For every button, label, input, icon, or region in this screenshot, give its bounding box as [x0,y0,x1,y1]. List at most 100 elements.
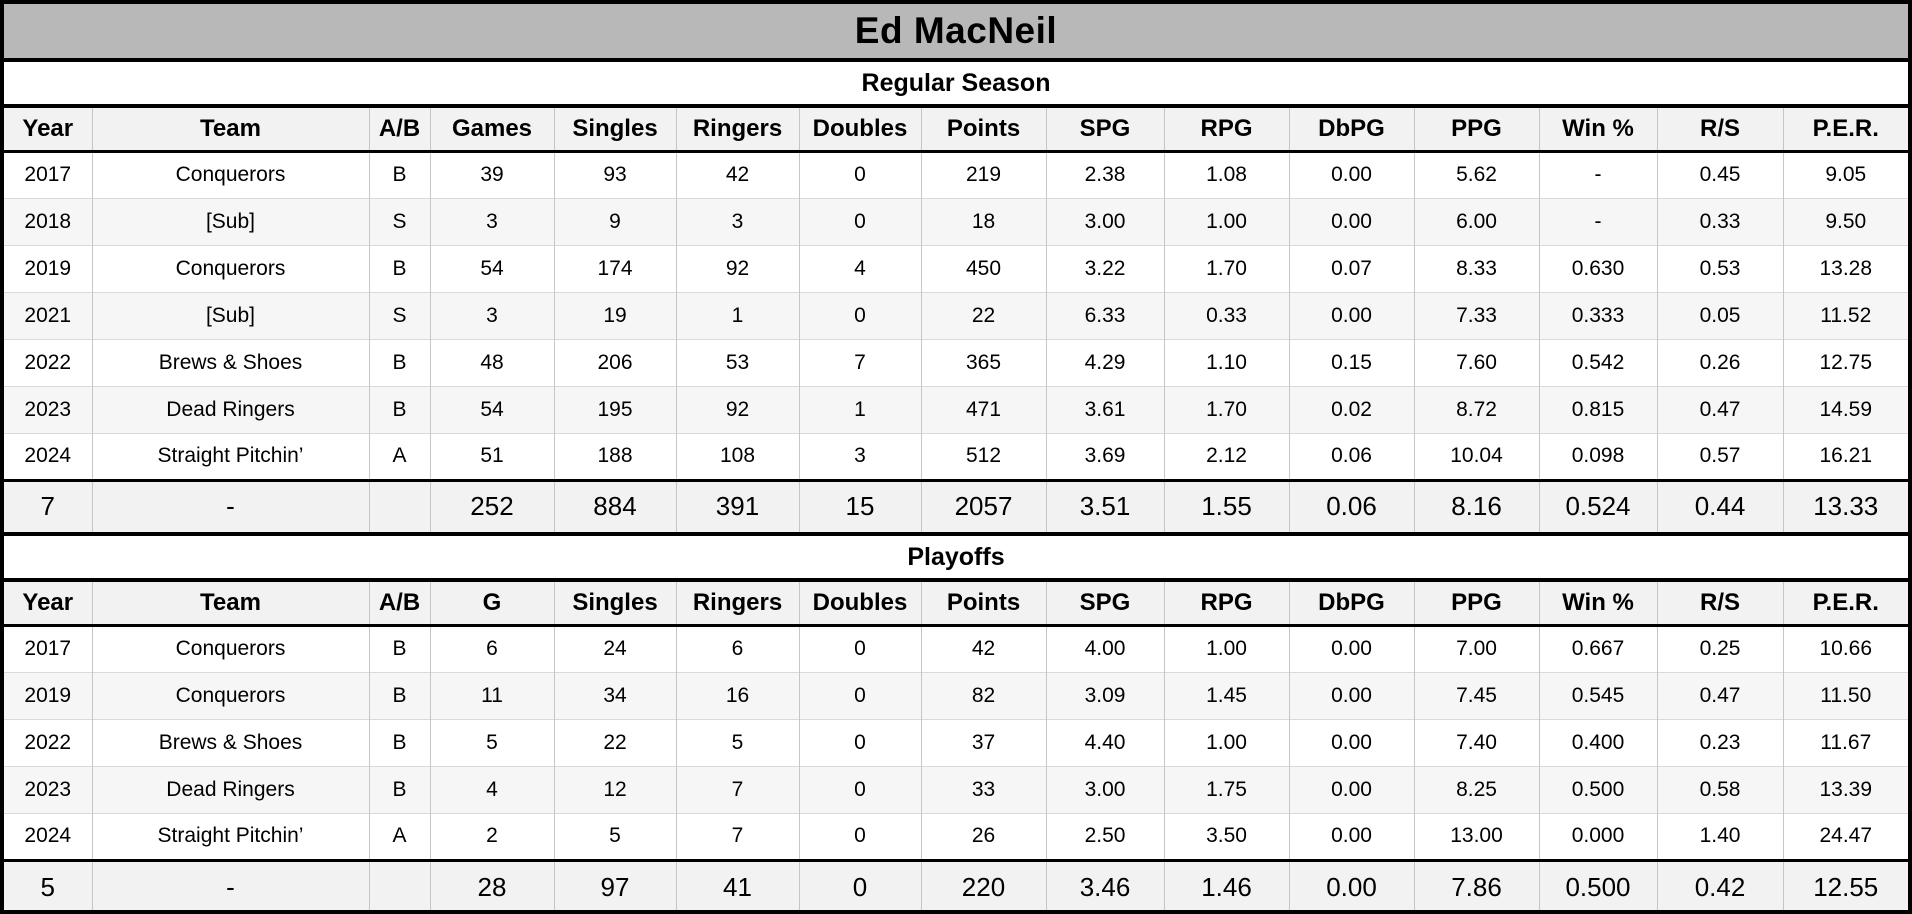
column-header-cell: RPG [1164,582,1290,627]
cell: 11 [430,671,555,719]
cell: 5 [430,718,555,766]
cell: 2019 [4,244,93,292]
cell: Straight Pitchin’ [92,812,370,860]
cell: 24.47 [1783,812,1908,860]
column-header-cell: G [430,582,555,627]
cell: 0.333 [1539,291,1658,339]
cell: 12 [554,765,677,813]
cell: 0.00 [1289,151,1415,198]
cell: 1.10 [1164,338,1290,386]
total-cell: 884 [554,478,677,536]
cell: 26 [921,812,1047,860]
cell: 2022 [4,338,93,386]
cell: 450 [921,244,1047,292]
cell: 0.07 [1289,244,1415,292]
playoffs-rows: 2017 Conquerors B 6 24 6 0 42 4.00 1.00 0.00 7.00 0.… [4,625,1908,860]
cell: 11.50 [1783,671,1908,719]
cell: 7.33 [1414,291,1540,339]
cell: A [369,812,431,860]
cell: 0.00 [1289,197,1415,245]
cell: 11.67 [1783,718,1908,766]
column-header-cell: SPG [1046,108,1165,153]
column-header-cell: DbPG [1289,108,1415,153]
column-header-cell: Doubles [799,108,922,153]
total-cell [369,858,431,910]
totals-row: 5- 28 97 41 0 220 3.46 1.46 0.00 7.86 0.500 0.42 12.… [4,858,1908,910]
cell: 2018 [4,197,93,245]
column-header-cell: Win % [1539,582,1658,627]
cell: 4 [430,765,555,813]
cell: - [1539,197,1658,245]
cell: 0.00 [1289,718,1415,766]
total-cell: 0.500 [1539,858,1658,910]
column-header-cell: Year [4,108,93,153]
cell: 54 [430,244,555,292]
column-header-cell: DbPG [1289,582,1415,627]
cell: 0.45 [1657,151,1784,198]
cell: B [369,151,431,198]
cell: 0 [799,812,922,860]
cell: Conquerors [92,671,370,719]
total-cell: 0 [799,858,922,910]
cell: 0.667 [1539,625,1658,672]
cell: 0.630 [1539,244,1658,292]
cell: [Sub] [92,197,370,245]
cell: 4.00 [1046,625,1165,672]
cell: Conquerors [92,625,370,672]
total-cell: 2057 [921,478,1047,536]
cell: 0.15 [1289,338,1415,386]
cell: 42 [921,625,1047,672]
cell: 7.40 [1414,718,1540,766]
playoffs-heading: Playoffs [4,536,1908,582]
cell: Brews & Shoes [92,718,370,766]
total-cell: - [92,478,370,536]
cell: B [369,671,431,719]
column-header-cell: P.E.R. [1783,582,1908,627]
column-header-cell: PPG [1414,582,1540,627]
cell: 0.00 [1289,671,1415,719]
cell: 8.25 [1414,765,1540,813]
total-cell: 97 [554,858,677,910]
cell: Brews & Shoes [92,338,370,386]
column-header-cell: Win % [1539,108,1658,153]
cell: 2021 [4,291,93,339]
cell: 9 [554,197,677,245]
cell: 0.098 [1539,432,1658,480]
cell: Dead Ringers [92,765,370,813]
total-cell: 1.46 [1164,858,1290,910]
cell: 3.00 [1046,765,1165,813]
cell: S [369,197,431,245]
cell: 3 [676,197,800,245]
totals-row: 7- 252 884 391 15 2057 3.51 1.55 0.06 8.16 0.524 0.… [4,478,1908,536]
cell: 92 [676,244,800,292]
cell: 7 [799,338,922,386]
cell: 9.05 [1783,151,1908,198]
total-cell: 1.55 [1164,478,1290,536]
column-header-cell: R/S [1657,108,1784,153]
column-header-cell: Points [921,108,1047,153]
cell: 3 [430,291,555,339]
cell: 0.500 [1539,765,1658,813]
cell: 1.70 [1164,385,1290,433]
cell: 6 [676,625,800,672]
cell: 1 [676,291,800,339]
cell: 3.00 [1046,197,1165,245]
cell: 0.25 [1657,625,1784,672]
table-row: 2022 Brews & Shoes B 48 206 53 7 365 4.29 1.10 0.1… [4,338,1908,386]
total-cell: - [92,858,370,910]
cell: B [369,244,431,292]
cell: 1.75 [1164,765,1290,813]
column-header-cell: SPG [1046,582,1165,627]
total-cell: 0.06 [1289,478,1415,536]
cell: 14.59 [1783,385,1908,433]
cell: B [369,385,431,433]
cell: 2023 [4,385,93,433]
cell: 2017 [4,625,93,672]
total-cell: 0.00 [1289,858,1415,910]
cell: 5 [554,812,677,860]
page-title: Ed MacNeil [4,4,1908,62]
cell: 4.29 [1046,338,1165,386]
cell: B [369,765,431,813]
regular-season-table: Year Team A/B Games Singles Ringers Doubles Poi… [4,108,1908,536]
